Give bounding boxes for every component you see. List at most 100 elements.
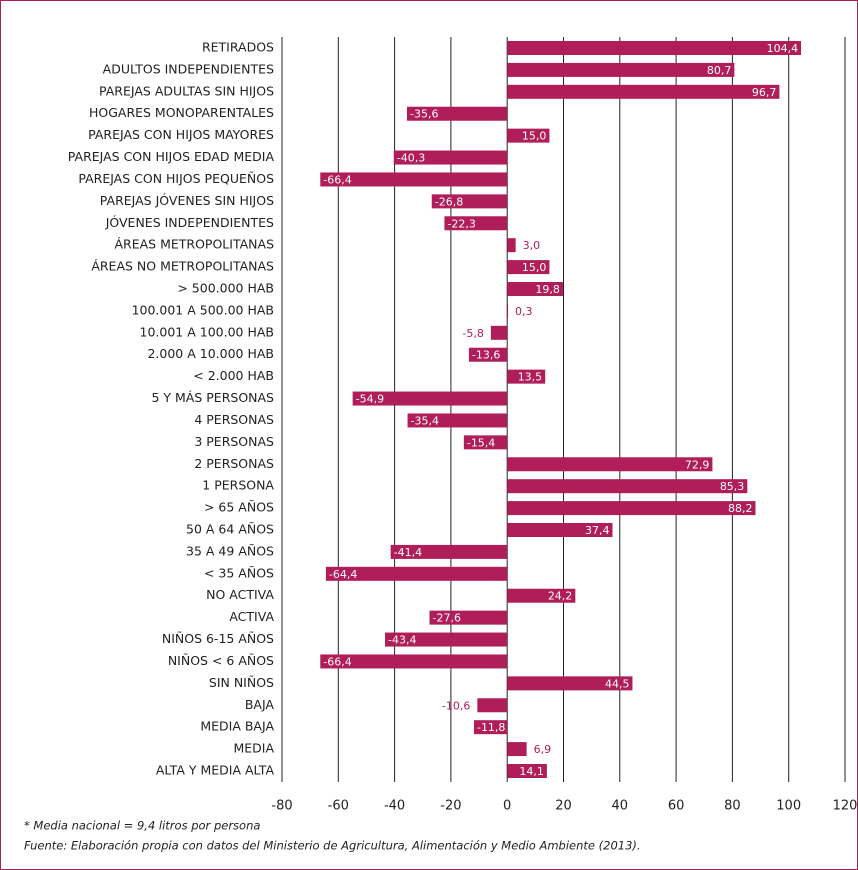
- y-tick-label: NIÑOS < 6 AÑOS: [168, 653, 274, 668]
- bar: [507, 369, 546, 384]
- bar: [429, 610, 508, 625]
- x-tick-label: -80: [271, 799, 292, 814]
- x-tick-label: 0: [503, 799, 511, 814]
- value-label: 104,4: [767, 42, 799, 55]
- y-tick-label: PAREJAS ADULTAS SIN HIJOS: [99, 83, 274, 98]
- y-tick-label: 50 A 64 AÑOS: [186, 522, 274, 537]
- y-tick-label: ÁREAS NO METROPOLITANAS: [91, 259, 274, 274]
- bar: [507, 676, 633, 691]
- y-tick-label: < 2.000 HAB: [193, 368, 274, 383]
- y-tick-label: > 500.000 HAB: [177, 281, 274, 296]
- bar: [390, 544, 508, 559]
- y-tick-label: < 35 AÑOS: [204, 565, 274, 580]
- value-label: -26,8: [435, 195, 463, 208]
- bar: [490, 325, 508, 340]
- value-label: 96,7: [752, 86, 777, 99]
- value-label: -22,3: [447, 217, 475, 230]
- y-tick-label: ALTA Y MEDIA ALTA: [156, 763, 275, 778]
- value-label: -35,4: [411, 414, 439, 427]
- bar: [507, 457, 713, 472]
- bar: [507, 282, 563, 296]
- x-tick-label: 60: [668, 799, 685, 814]
- bar: [507, 62, 735, 77]
- bar: [468, 347, 508, 362]
- value-label: -11,8: [477, 721, 505, 734]
- value-label: -10,6: [442, 699, 470, 712]
- value-label: -15,4: [467, 436, 495, 449]
- bar: [407, 413, 508, 428]
- bar: [320, 654, 508, 669]
- y-tick-label: PAREJAS JÓVENES SIN HIJOS: [100, 193, 274, 208]
- y-tick-label: MEDIA: [233, 741, 274, 756]
- value-label: -64,4: [329, 568, 357, 581]
- value-label: 15,0: [522, 261, 547, 274]
- x-tick-label: 120: [833, 799, 858, 814]
- y-tick-label: 3 PERSONAS: [194, 434, 274, 449]
- bar: [507, 303, 509, 318]
- y-tick-label: PAREJAS CON HIJOS PEQUEÑOS: [78, 171, 274, 186]
- bar: [406, 106, 508, 121]
- x-tick-label: -60: [328, 799, 349, 814]
- y-tick-label: 2.000 A 10.000 HAB: [147, 346, 274, 361]
- value-label: -40,3: [397, 152, 425, 165]
- value-label: -43,4: [388, 634, 416, 647]
- value-label: -66,4: [323, 655, 351, 668]
- bar: [507, 260, 550, 275]
- y-tick-label: BAJA: [245, 697, 275, 712]
- y-tick-label: 1 PERSONA: [202, 478, 274, 493]
- bar: [385, 632, 508, 647]
- y-tick-label: > 65 AÑOS: [204, 500, 274, 515]
- y-tick-label: MEDIA BAJA: [200, 719, 274, 734]
- value-label: 3,0: [523, 239, 541, 252]
- y-tick-label: NO ACTIVA: [206, 587, 274, 602]
- x-tick-label: -20: [440, 799, 461, 814]
- bar: [473, 720, 508, 735]
- y-tick-label: ACTIVA: [229, 609, 274, 624]
- value-label: 24,2: [548, 590, 573, 603]
- value-label: -66,4: [323, 173, 351, 186]
- value-label: -5,8: [462, 327, 483, 340]
- bar: [507, 479, 748, 494]
- value-label: -27,6: [433, 612, 461, 625]
- bar: [507, 128, 550, 143]
- bar: [507, 742, 527, 757]
- bar: [444, 216, 508, 231]
- y-tick-label: HOGARES MONOPARENTALES: [89, 105, 274, 120]
- value-label: 6,9: [534, 743, 552, 756]
- value-label: 13,5: [518, 371, 543, 384]
- y-tick-label: PAREJAS CON HIJOS EDAD MEDIA: [68, 149, 275, 164]
- bar: [325, 566, 508, 581]
- y-tick-label: 10.001 A 100.00 HAB: [140, 324, 274, 339]
- y-tick-label: PAREJAS CON HIJOS MAYORES: [88, 127, 274, 142]
- y-tick-label: NIÑOS 6-15 AÑOS: [162, 631, 274, 646]
- y-tick-label: 35 A 49 AÑOS: [186, 543, 274, 558]
- y-tick-label: RETIRADOS: [202, 40, 274, 55]
- bar: [507, 764, 547, 778]
- bar: [352, 391, 508, 406]
- value-label: -54,9: [356, 393, 384, 406]
- y-tick-label: ADULTOS INDEPENDIENTES: [103, 61, 274, 76]
- y-tick-label: 5 Y MÁS PERSONAS: [151, 390, 274, 405]
- value-label: 80,7: [707, 64, 732, 77]
- value-label: 19,8: [535, 283, 560, 296]
- bar: [463, 435, 508, 450]
- bar: [507, 588, 576, 603]
- y-tick-label: 4 PERSONAS: [194, 412, 274, 427]
- note: * Media nacional = 9,4 litros por person…: [24, 819, 260, 833]
- bar: [507, 84, 780, 99]
- value-label: 72,9: [685, 458, 710, 471]
- bar: [507, 238, 516, 253]
- value-label: -13,6: [472, 349, 500, 362]
- value-label: 88,2: [728, 502, 753, 515]
- value-label: -35,6: [410, 108, 438, 121]
- bar: [477, 698, 508, 713]
- value-label: 37,4: [585, 524, 610, 537]
- x-tick-label: 20: [555, 799, 572, 814]
- bar: [320, 172, 508, 187]
- x-tick-label: 80: [724, 799, 741, 814]
- value-label: 85,3: [720, 480, 745, 493]
- value-label: 15,0: [522, 130, 547, 143]
- bar: [507, 41, 802, 55]
- y-tick-label: 100.001 A 500.00 HAB: [132, 302, 274, 317]
